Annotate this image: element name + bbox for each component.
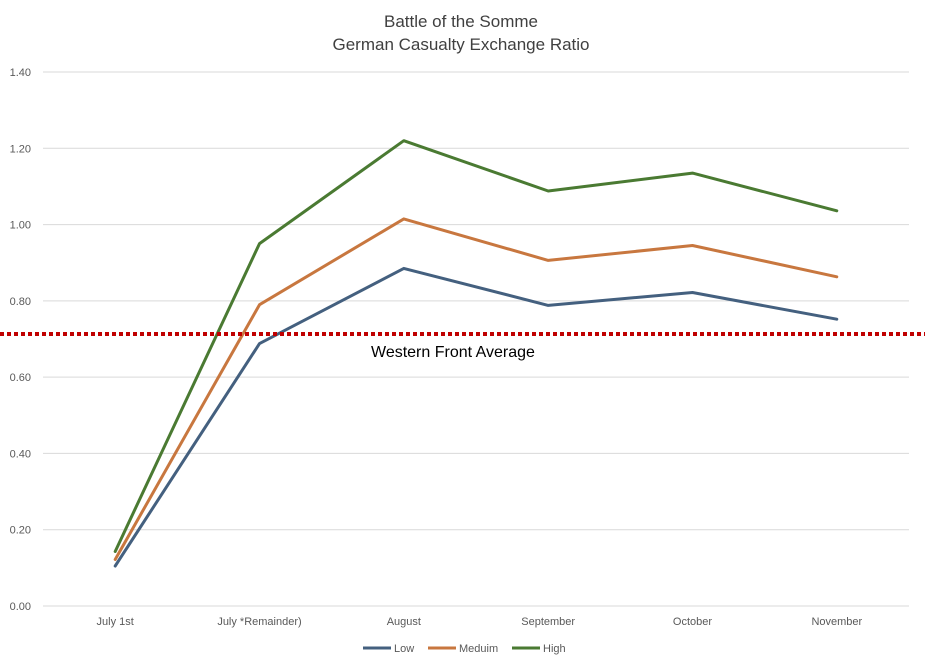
series-line-meduim [113,217,839,561]
chart-title: Battle of the Somme [384,12,538,31]
series-line-high [113,139,839,553]
chart-subtitle: German Casualty Exchange Ratio [332,35,589,54]
x-tick-label: September [521,616,575,628]
x-tick-label: July *Remainder) [217,616,301,628]
x-tick-label: October [673,616,712,628]
x-tick-label: August [387,616,421,628]
y-tick-label: 1.00 [10,220,31,232]
y-tick-label: 0.00 [10,601,31,613]
x-axis-tick-labels: July 1st July *Remainder) August September O… [97,616,863,628]
legend-label-low: Low [394,643,414,655]
legend: Low Meduim High [363,643,566,655]
gridlines [43,71,909,607]
y-tick-label: 1.20 [10,143,31,155]
legend-label-meduim: Meduim [459,643,498,655]
reference-line-label: Western Front Average [371,344,535,361]
y-tick-label: 1.40 [10,67,31,79]
legend-label-high: High [543,643,566,655]
reference-line-group: Western Front Average [0,332,925,361]
y-tick-label: 0.40 [10,448,31,460]
y-axis-tick-labels: 0.00 0.20 0.40 0.60 0.80 1.00 1.20 1.40 [10,67,31,613]
series-line-low [113,266,839,568]
y-tick-label: 0.60 [10,372,31,384]
y-tick-label: 0.20 [10,525,31,537]
y-tick-label: 0.80 [10,296,31,308]
x-tick-label: November [811,616,862,628]
x-tick-label: July 1st [97,616,134,628]
series-lines [113,139,839,568]
